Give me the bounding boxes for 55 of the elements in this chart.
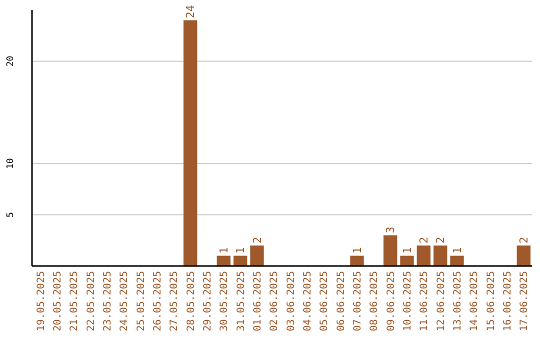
bar [216,256,230,266]
data-label: 1 [234,247,248,254]
x-tick-label: 20.05.2025 [52,271,64,332]
data-label: 1 [350,247,364,254]
x-tick-label: 05.06.2025 [319,271,330,332]
x-tick-label: 26.05.2025 [152,271,164,332]
x-tick-label: 17.06.2025 [519,271,530,332]
x-tick-label: 30.05.2025 [219,271,230,332]
data-label: 1 [400,247,414,254]
x-tick-label: 01.06.2025 [252,271,264,332]
x-tick-label: 03.06.2025 [286,271,297,332]
bar [350,256,364,266]
y-tick-label: 5 [6,212,16,218]
x-tick-label: 04.06.2025 [302,271,314,332]
data-label: 3 [384,226,398,234]
data-label: 2 [518,236,531,244]
bar [516,246,530,266]
data-label: 2 [418,236,431,244]
bar [384,235,398,266]
bar [184,20,198,266]
y-tick-label: 10 [6,158,16,170]
x-tick-label: 14.06.2025 [469,271,480,332]
x-tick-label: 08.06.2025 [369,271,380,332]
x-tick-label: 09.06.2025 [386,271,397,332]
bar [450,256,464,266]
x-tick-label: 27.05.2025 [169,271,180,332]
x-tick-label: 19.05.2025 [36,271,47,332]
bar [416,246,430,266]
data-label: 24 [184,4,198,18]
x-tick-label: 28.05.2025 [186,271,197,332]
x-tick-label: 16.06.2025 [502,271,514,332]
x-tick-label: 07.06.2025 [352,271,364,332]
x-tick-label: 12.06.2025 [436,271,447,332]
x-tick-label: 31.05.2025 [236,271,247,332]
x-tick-label: 24.05.2025 [119,271,130,332]
data-label: 1 [218,247,231,254]
y-tick-label: 20 [6,56,16,67]
data-label: 2 [250,236,264,244]
x-tick-label: 23.05.2025 [102,271,114,332]
x-tick-label: 15.06.2025 [486,271,497,332]
x-tick-label: 06.06.2025 [336,271,347,332]
x-tick-label: 21.05.2025 [69,271,80,332]
bar [234,256,248,266]
bar [434,246,448,266]
data-label: 1 [450,247,464,254]
x-tick-label: 11.06.2025 [419,271,430,332]
x-tick-label: 22.05.2025 [86,271,97,332]
x-tick-label: 10.06.2025 [402,271,414,332]
x-tick-label: 25.05.2025 [136,271,147,332]
data-label: 2 [434,236,448,244]
x-tick-label: 02.06.2025 [269,271,280,332]
bar [400,256,414,266]
bar [250,246,264,266]
x-tick-label: 13.06.2025 [452,271,464,332]
x-tick-label: 29.05.2025 [202,271,214,332]
